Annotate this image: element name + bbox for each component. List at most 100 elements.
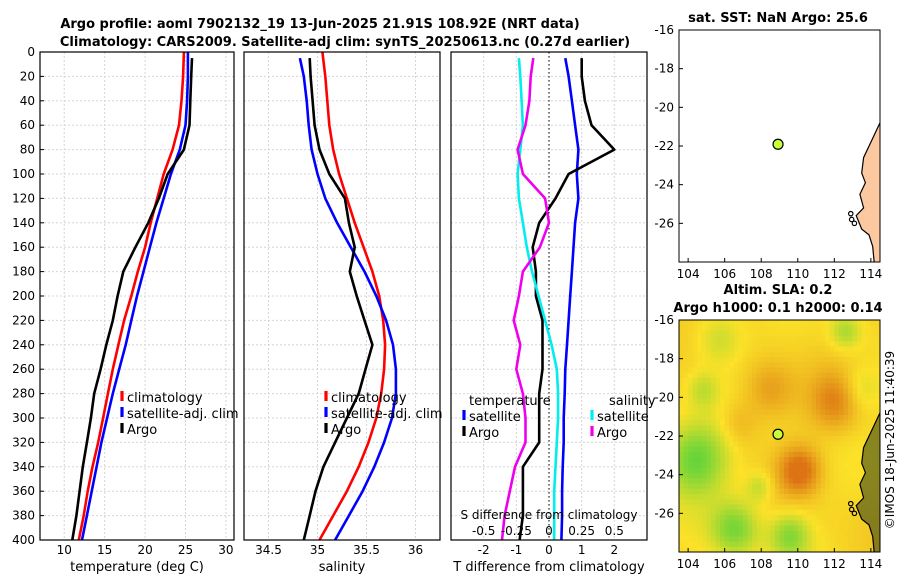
sla-cell: [738, 436, 744, 442]
sla-cell: [784, 483, 790, 490]
sla-cell: [802, 520, 808, 527]
sla-cell: [683, 430, 689, 437]
sla-cell: [838, 504, 845, 511]
sla-cell: [779, 425, 785, 432]
legend-temperature-title: temperature: [469, 394, 551, 409]
sla-cell: [706, 420, 712, 427]
sla-cell: [834, 520, 840, 527]
sla-cell: [692, 420, 698, 427]
sla-cell: [710, 525, 717, 532]
sla-cell: [820, 509, 826, 516]
sla-cell: [733, 520, 739, 527]
sla-cell: [752, 372, 758, 379]
sla-cell: [729, 393, 735, 400]
sla-cell: [752, 330, 758, 337]
sla-cell: [738, 441, 744, 448]
sla-cell: [825, 515, 831, 521]
sla-cell: [724, 330, 730, 337]
sla-cell: [797, 367, 803, 374]
sla-cell: [802, 546, 808, 552]
salinity-series-climatology: [318, 51, 387, 541]
sla-cell: [793, 488, 799, 495]
sla-cell: [857, 372, 863, 379]
sla-cell: [774, 541, 781, 548]
sla-cell: [756, 436, 762, 442]
sla-cell: [784, 488, 790, 495]
sla-cell: [756, 494, 762, 500]
sla-cell: [679, 383, 685, 390]
sla-cell: [838, 483, 845, 490]
sla-cell: [738, 494, 744, 500]
sla-cell: [852, 383, 858, 390]
sla-cell: [852, 356, 858, 363]
sla-cell: [834, 478, 840, 485]
sla-cell: [761, 404, 767, 411]
sla-cell: [825, 478, 831, 485]
sla-cell: [701, 393, 708, 400]
sla-cell: [852, 494, 858, 500]
sla-cell: [770, 509, 776, 516]
sla-cell: [852, 536, 858, 543]
sla-cell: [688, 378, 694, 384]
sla-cell: [820, 341, 826, 347]
sla-cell: [742, 472, 749, 479]
sla-cell: [811, 436, 817, 442]
sla-cell: [742, 425, 749, 432]
sla-cell: [765, 367, 771, 374]
sla-cell: [820, 325, 826, 332]
sla-cell: [738, 515, 744, 521]
island-outline: [847, 500, 854, 507]
sla-cell: [806, 378, 813, 384]
sla-cell: [715, 536, 721, 543]
sla-cell: [861, 430, 867, 437]
sla-cell: [720, 367, 726, 374]
x-tick-label: 20: [137, 543, 152, 557]
sla-cell: [802, 541, 808, 548]
sla-cell: [848, 478, 854, 485]
sla-cell: [761, 420, 767, 427]
sla-cell: [729, 478, 735, 485]
sla-cell: [811, 525, 817, 532]
sla-cell: [843, 441, 849, 448]
sla-cell: [806, 399, 813, 405]
sla-cell: [724, 341, 730, 347]
sla-cell: [729, 436, 735, 442]
sla-cell: [679, 346, 685, 353]
sla-cell: [679, 483, 685, 490]
sla-cell: [724, 515, 730, 521]
sla-cell: [825, 372, 831, 379]
sla-cell: [784, 330, 790, 337]
sla-cell: [752, 351, 758, 358]
sla-cell: [715, 499, 721, 506]
sla-cell: [683, 325, 689, 332]
sla-cell: [733, 325, 739, 332]
sla-cell: [875, 341, 880, 347]
sla-cell: [697, 399, 703, 405]
sla-cell: [765, 351, 771, 358]
sla-cell: [784, 383, 790, 390]
sla-cell: [710, 504, 717, 511]
sla-cell: [683, 499, 689, 506]
sla-cell: [756, 446, 762, 453]
sla-cell: [779, 499, 785, 506]
sla-cell: [802, 441, 808, 448]
sla-cell: [848, 404, 854, 411]
sla-cell: [683, 488, 689, 495]
sla-cell: [692, 499, 698, 506]
sla-cell: [797, 472, 803, 479]
sla-cell: [697, 356, 703, 363]
sla-cell: [820, 441, 826, 448]
sla-cell: [697, 420, 703, 427]
sla-cell: [811, 378, 817, 384]
sla-cell: [733, 372, 739, 379]
sla-cell: [706, 430, 712, 437]
sla-cell: [838, 546, 845, 552]
sla-cell: [784, 494, 790, 500]
sla-cell: [747, 341, 753, 347]
sla-cell: [820, 367, 826, 374]
sla-cell: [765, 393, 771, 400]
sla-cell: [797, 541, 803, 548]
sla-cell: [765, 483, 771, 490]
sla-cell: [793, 499, 799, 506]
sla-cell: [683, 388, 689, 395]
